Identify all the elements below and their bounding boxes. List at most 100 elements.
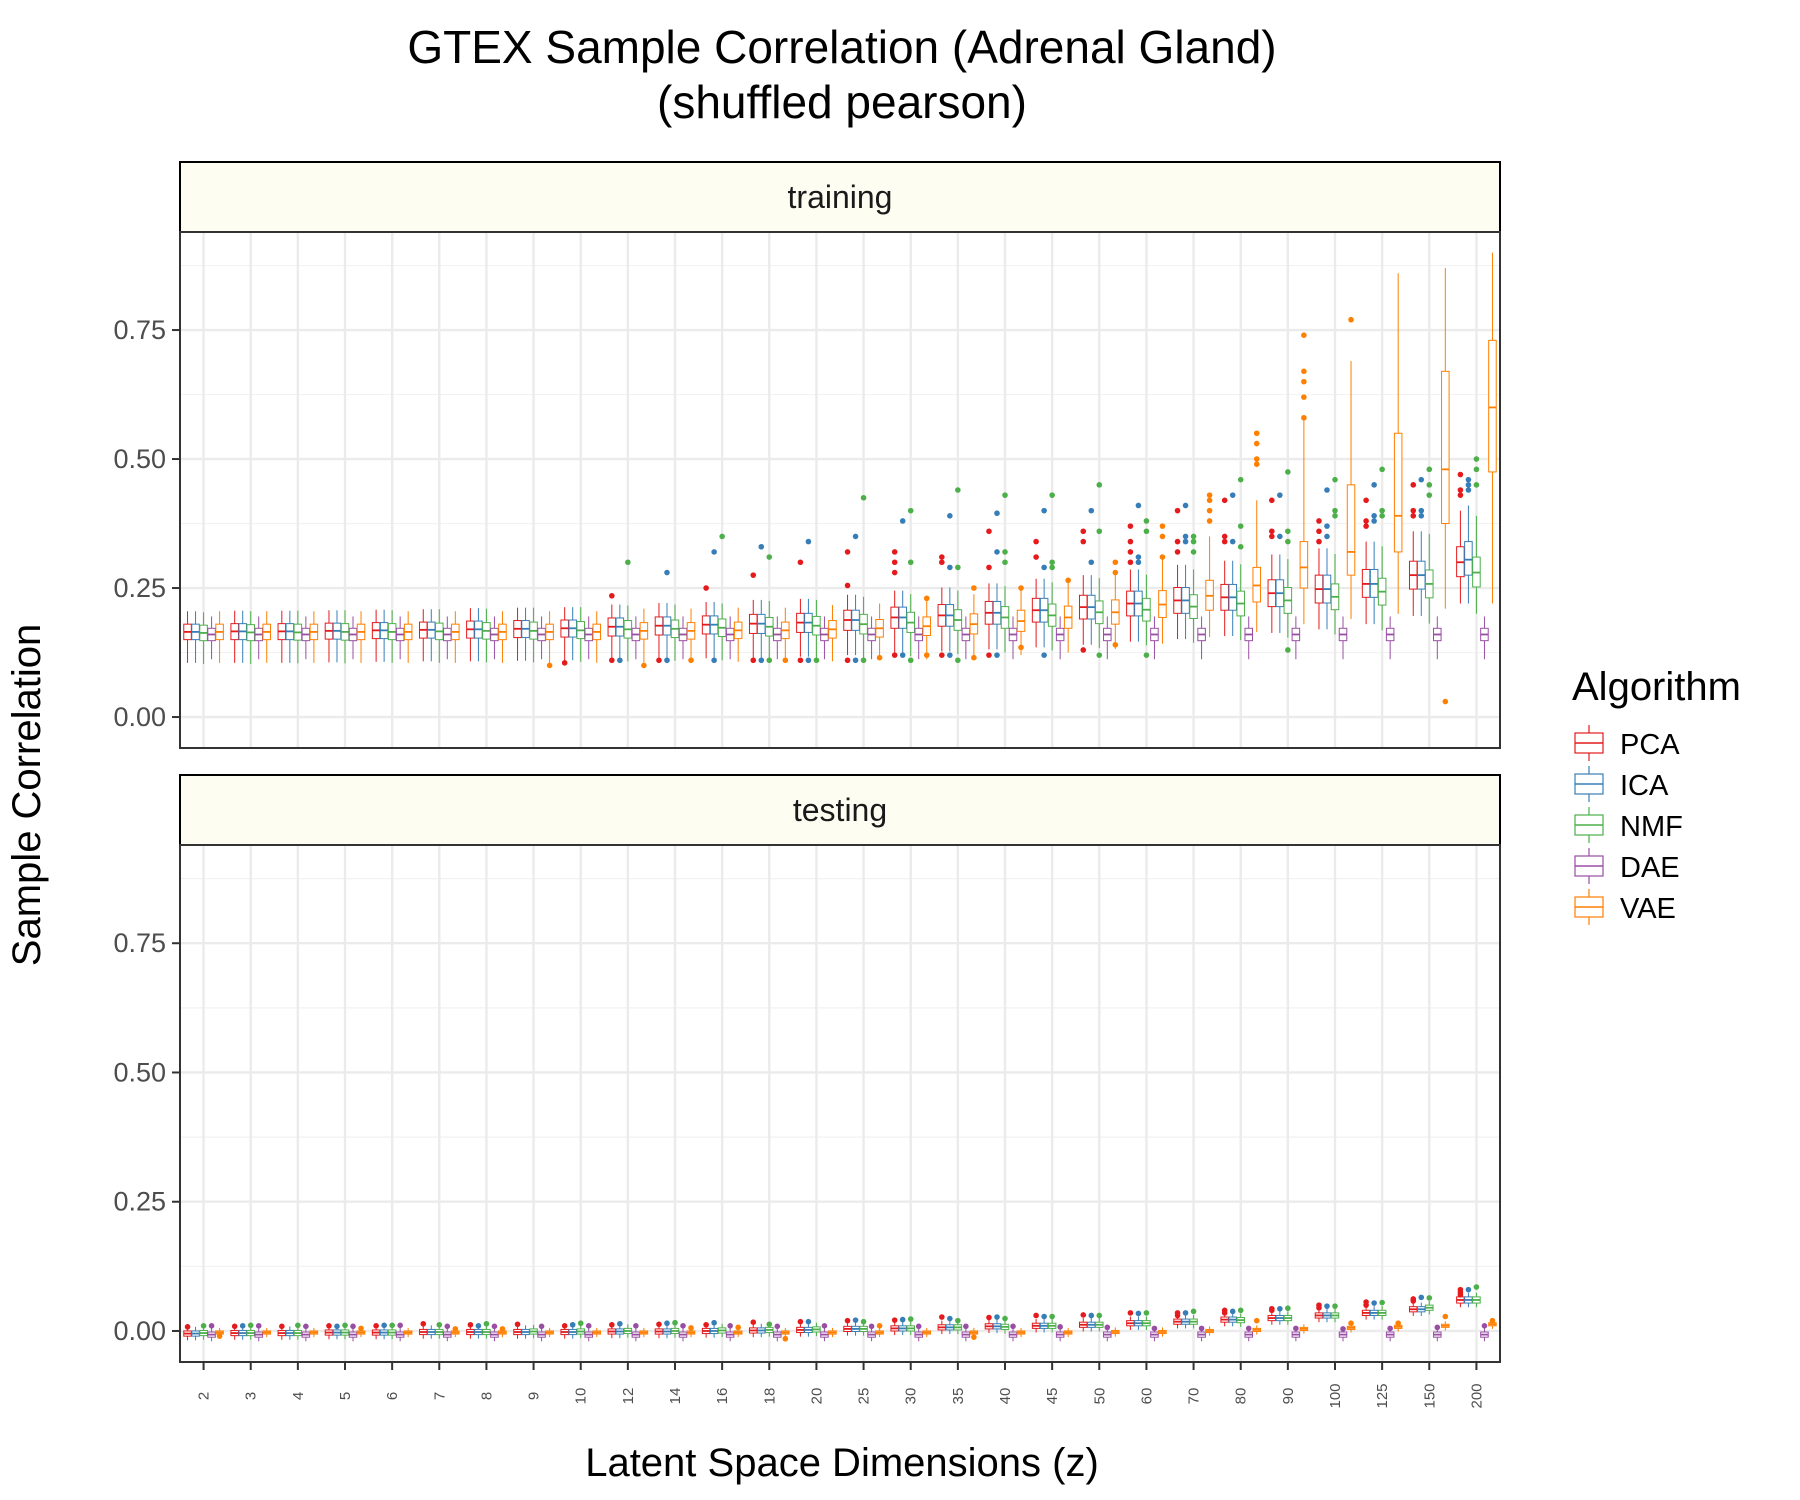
box-pca-6 <box>371 1323 381 1340</box>
outlier-point <box>1316 538 1322 545</box>
outlier-point <box>782 1335 789 1342</box>
outlier-point <box>688 1325 694 1331</box>
box-nmf-6 <box>387 1322 397 1340</box>
outlier-point <box>1221 533 1228 540</box>
box-dae-6 <box>395 1322 405 1342</box>
box-ica-35 <box>945 513 955 658</box>
outlier-point <box>821 1323 828 1329</box>
box-dae-9 <box>537 1323 546 1342</box>
outlier-point <box>1465 1286 1472 1293</box>
box-dae-8 <box>490 1323 499 1342</box>
box-vae-90 <box>1299 332 1309 625</box>
outlier-point <box>467 1321 474 1328</box>
box-nmf-18 <box>765 554 774 664</box>
box-vae-4 <box>309 1327 319 1338</box>
box-dae-35 <box>961 1323 971 1342</box>
box-nmf-200 <box>1472 456 1481 614</box>
box-nmf-16 <box>717 533 727 661</box>
outlier-point <box>1285 538 1291 545</box>
outlier-point <box>326 1323 332 1329</box>
outlier-point <box>1348 1320 1354 1327</box>
outlier-point <box>1245 1325 1252 1332</box>
box-pca-50 <box>1078 528 1088 653</box>
outlier-point <box>1371 1300 1377 1306</box>
outlier-point <box>1018 585 1024 591</box>
box-ica-6 <box>379 609 389 662</box>
box-iqr <box>1441 370 1450 525</box>
outlier-point <box>1096 652 1103 658</box>
box-nmf-2 <box>199 1323 208 1340</box>
box-nmf-16 <box>717 1323 727 1338</box>
outlier-point <box>491 1323 498 1330</box>
box-pca-18 <box>748 572 758 664</box>
box-vae-20 <box>828 1327 837 1338</box>
outlier-point <box>907 559 914 566</box>
outlier-point <box>797 657 804 664</box>
outlier-point <box>727 1323 733 1329</box>
box-vae-18 <box>781 607 790 664</box>
outlier-point <box>389 1322 395 1329</box>
outlier-point <box>609 1321 615 1328</box>
outlier-point <box>1395 1320 1401 1327</box>
strip-testing <box>179 774 1501 846</box>
outlier-point <box>876 1323 883 1329</box>
outlier-point <box>1253 440 1260 447</box>
outlier-point <box>1049 564 1055 571</box>
box-dae-150 <box>1433 1324 1442 1342</box>
legend-item-nmf: NMF <box>1574 807 1683 843</box>
outlier-point <box>1324 523 1330 529</box>
outlier-point <box>766 554 773 560</box>
outlier-point <box>1324 533 1330 540</box>
box-vae-80 <box>1252 430 1262 632</box>
outlier-point <box>971 1334 977 1340</box>
box-vae-40 <box>1016 1327 1026 1338</box>
legend-item-pca: PCA <box>1574 725 1680 761</box>
outlier-point <box>656 1321 662 1328</box>
outlier-point <box>1229 492 1236 498</box>
legend-item-dae: DAE <box>1574 848 1680 884</box>
outlier-point <box>947 513 953 519</box>
outlier-point <box>711 657 717 664</box>
outlier-point <box>986 1314 992 1321</box>
outlier-point <box>1253 456 1260 462</box>
outlier-point <box>514 1321 521 1328</box>
outlier-point <box>1088 507 1095 514</box>
outlier-point <box>907 657 914 664</box>
y-tick-label: 0.75 <box>113 315 166 345</box>
outlier-point <box>436 1321 443 1328</box>
x-tick-label-100: 100 <box>1327 1383 1344 1408</box>
box-pca-3 <box>230 1323 239 1340</box>
outlier-point <box>1324 487 1330 493</box>
outlier-point <box>1465 487 1472 493</box>
box-ica-80 <box>1228 492 1237 637</box>
outlier-point <box>1041 564 1047 571</box>
y-tick-label: 0.50 <box>113 1057 166 1087</box>
box-dae-5 <box>348 1323 358 1342</box>
outlier-point <box>1426 482 1433 488</box>
box-vae-30 <box>922 1327 932 1338</box>
box-vae-35 <box>969 1327 979 1340</box>
outlier-point <box>891 559 898 566</box>
strip-label-training: training <box>788 179 893 215</box>
outlier-point <box>1143 518 1150 524</box>
outlier-point <box>1159 554 1166 560</box>
box-dae-70 <box>1197 1325 1206 1342</box>
outlier-point <box>868 1323 875 1330</box>
box-dae-50 <box>1103 1324 1112 1342</box>
box-ica-150 <box>1417 1294 1426 1316</box>
outlier-point <box>1159 533 1166 540</box>
outlier-point <box>585 1323 592 1329</box>
outlier-point <box>1096 482 1103 488</box>
strip-label-testing: testing <box>793 792 887 828</box>
box-vae-3 <box>262 611 272 663</box>
box-ica-100 <box>1322 1303 1332 1323</box>
box-vae-4 <box>309 611 319 663</box>
outlier-point <box>1418 1294 1425 1301</box>
box-dae-10 <box>584 616 594 660</box>
outlier-point <box>1473 466 1480 473</box>
box-dae-80 <box>1244 1325 1254 1342</box>
outlier-point <box>1371 518 1377 524</box>
outlier-point <box>939 1314 945 1320</box>
x-tick-label-125: 125 <box>1374 1383 1391 1408</box>
outlier-point <box>1206 518 1213 524</box>
